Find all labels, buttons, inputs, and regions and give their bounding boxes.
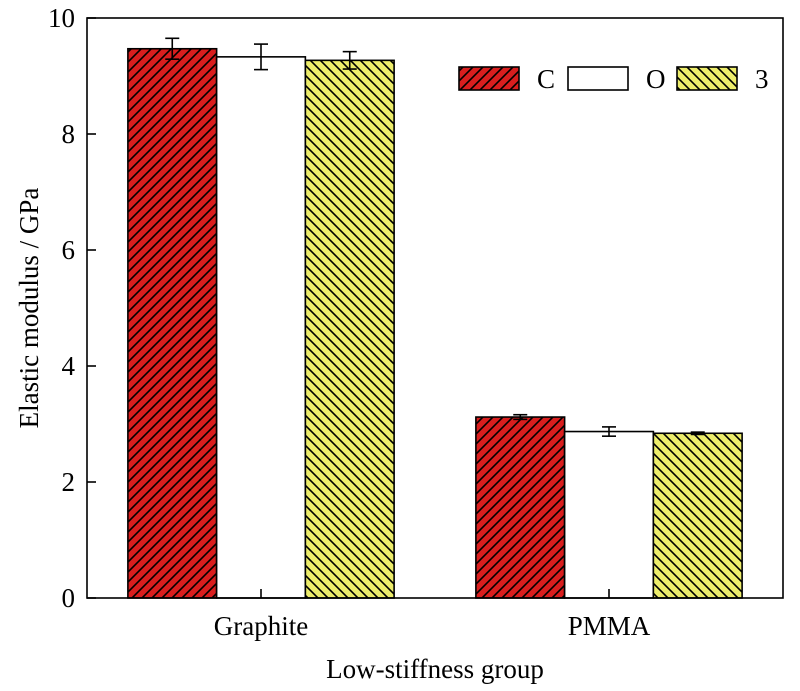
legend-swatch-outline	[458, 66, 520, 91]
x-axis-label: Low-stiffness group	[326, 654, 544, 684]
y-tick-label: 4	[62, 351, 76, 381]
legend-label: O	[646, 64, 666, 94]
error-bar	[254, 43, 268, 71]
bar-hatch	[653, 433, 743, 598]
error-bar	[690, 431, 705, 436]
legend-swatch	[568, 67, 628, 90]
error-bar	[165, 37, 180, 60]
legend-label: 3	[755, 64, 769, 94]
bar-O-Graphite	[216, 56, 306, 599]
y-axis-label: Elastic modulus / GPa	[14, 188, 44, 429]
error-bar	[513, 413, 528, 421]
legend-swatch-outline	[567, 66, 629, 91]
bar-hatch	[305, 60, 395, 598]
error-bars-layer	[165, 37, 705, 437]
legend-swatch-hatch	[677, 67, 737, 90]
error-bar	[602, 426, 616, 437]
plot-frame	[86, 17, 784, 599]
y-tick-label: 0	[62, 583, 76, 613]
y-tick-label: 10	[48, 3, 75, 33]
x-axis-ticks: Graphite PMMA	[214, 589, 651, 641]
error-bar	[342, 50, 357, 70]
x-tick-label: Graphite	[214, 611, 308, 641]
legend-label: C	[537, 64, 555, 94]
legend-swatch-hatch	[459, 67, 519, 90]
legend-item-C: C	[458, 64, 555, 94]
bar-hatch	[475, 417, 565, 598]
y-axis-ticks: 0 2 4 6 8 10	[48, 3, 96, 613]
y-tick-label: 6	[62, 235, 76, 265]
bar-O-PMMA	[564, 431, 654, 598]
legend-item-3: 3	[676, 64, 769, 94]
bars-layer	[127, 47, 743, 599]
bar-hatch	[127, 48, 217, 599]
legend: C O 3	[458, 64, 769, 94]
y-tick-label: 8	[62, 119, 76, 149]
legend-item-O: O	[567, 64, 666, 94]
legend-swatch-outline	[676, 66, 738, 91]
x-tick-label: PMMA	[568, 611, 651, 641]
y-tick-label: 2	[62, 467, 76, 497]
